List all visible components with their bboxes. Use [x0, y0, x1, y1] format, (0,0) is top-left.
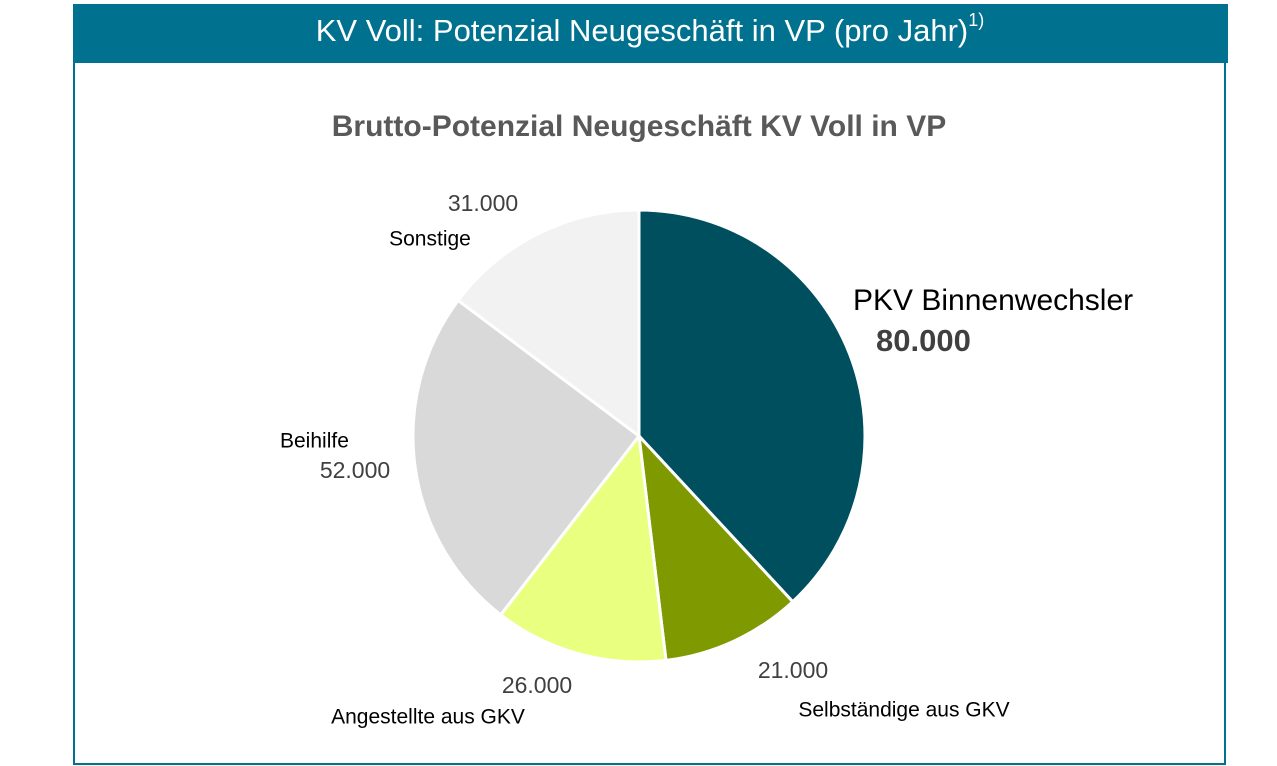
chart-title: Brutto-Potenzial Neugeschäft KV Voll in …	[332, 110, 947, 143]
slice-label: Selbständige aus GKV	[798, 699, 1009, 722]
header-title: KV Voll: Potenzial Neugeschäft in VP (pr…	[316, 10, 985, 48]
pie-slice	[636, 431, 795, 663]
value-label: 21.000	[758, 657, 828, 683]
value-label: 31.000	[448, 190, 518, 216]
header-title-text: KV Voll: Potenzial Neugeschäft in VP (pr…	[316, 13, 969, 48]
pie-slice	[411, 298, 642, 617]
pie-slice	[637, 208, 867, 604]
slice-label: Sonstige	[389, 228, 471, 251]
header-bar	[73, 4, 1228, 63]
value-label: 26.000	[502, 672, 572, 698]
slice-label: Angestellte aus GKV	[331, 706, 525, 729]
pie-slice	[456, 208, 641, 439]
value-label: 80.000	[876, 323, 971, 358]
pie-slice	[498, 432, 668, 664]
slice-label: PKV Binnenwechsler	[853, 284, 1133, 317]
slice-label: Beihilfe	[280, 430, 349, 453]
value-label: 52.000	[320, 457, 390, 483]
footnote-marker: 1)	[968, 10, 984, 30]
